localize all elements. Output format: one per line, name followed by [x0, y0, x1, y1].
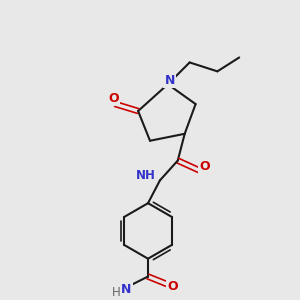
Text: O: O	[108, 92, 119, 105]
Text: O: O	[199, 160, 210, 173]
Text: O: O	[167, 280, 178, 293]
Text: N: N	[121, 283, 131, 296]
Text: H: H	[112, 286, 120, 299]
Text: N: N	[165, 74, 175, 87]
Text: NH: NH	[136, 169, 156, 182]
